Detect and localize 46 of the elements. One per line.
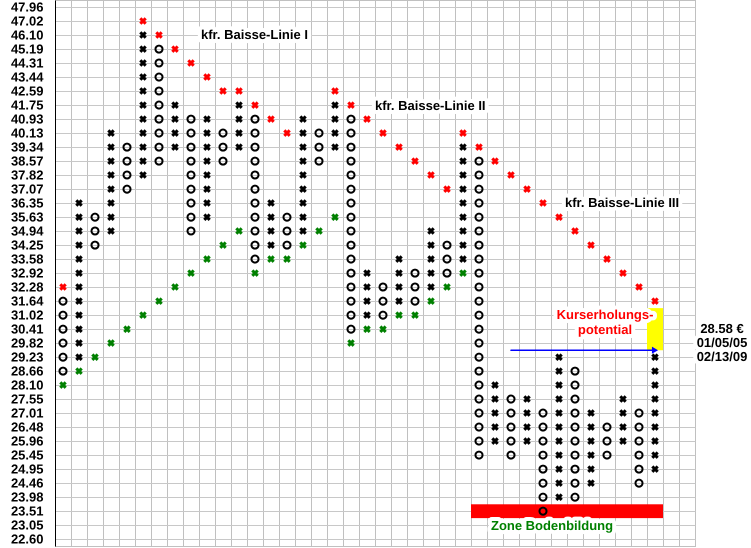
y-tick-label: 29.23 <box>10 350 44 365</box>
text: 02/13/09 <box>696 349 748 364</box>
y-tick-label: 40.13 <box>10 126 44 141</box>
y-tick-label: 39.34 <box>10 140 44 155</box>
y-tick-label: 30.41 <box>10 322 44 337</box>
y-tick-label: 25.45 <box>10 448 44 463</box>
y-tick-label: 46.10 <box>10 28 44 43</box>
y-tick-label: 32.92 <box>10 266 44 281</box>
y-tick-label: 29.82 <box>10 336 44 351</box>
annotation: kfr. Baisse-Linie III <box>565 195 680 210</box>
annotation: kfr. Baisse-Linie II <box>375 98 486 113</box>
y-tick-label: 32.28 <box>10 280 44 294</box>
y-tick-label: 44.31 <box>10 56 44 71</box>
y-tick-label: 34.94 <box>10 224 44 239</box>
y-tick-label: 23.51 <box>10 504 44 519</box>
y-tick-label: 28.10 <box>10 378 44 393</box>
y-tick-label: 23.05 <box>10 518 44 533</box>
y-tick-label: 31.02 <box>10 308 44 323</box>
y-tick-label: 26.48 <box>10 420 44 435</box>
y-tick-label: 27.55 <box>10 392 44 407</box>
y-tick-label: 42.59 <box>10 84 44 99</box>
y-tick-label: 45.19 <box>10 42 44 57</box>
y-tick-label: 22.60 <box>10 532 44 547</box>
y-tick-label: 43.44 <box>10 70 44 85</box>
y-tick-label: 35.63 <box>10 210 44 225</box>
y-tick-label: 36.35 <box>10 196 44 211</box>
y-tick-label: 41.75 <box>10 98 44 113</box>
y-tick-label: 24.46 <box>10 476 44 491</box>
y-tick-label: 47.02 <box>10 14 44 29</box>
y-tick-label: 37.07 <box>10 182 44 197</box>
y-tick-label: 33.58 <box>10 252 44 267</box>
y-tick-label: 34.25 <box>10 238 44 253</box>
annotation: kfr. Baisse-Linie I <box>201 27 308 42</box>
y-tick-label: 27.01 <box>10 406 44 421</box>
y-tick-label: 37.82 <box>10 168 44 182</box>
y-tick-label: 25.96 <box>10 434 44 449</box>
y-tick-label: 40.93 <box>10 112 44 127</box>
text: 01/05/05 <box>696 335 748 350</box>
y-tick-label: 28.66 <box>10 364 44 379</box>
y-tick-label: 38.57 <box>10 154 44 169</box>
y-tick-label: 47.96 <box>10 0 44 15</box>
annotation: Zone Bodenbildung <box>491 518 614 533</box>
y-tick-label: 31.64 <box>10 294 44 309</box>
y-tick-label: 24.95 <box>10 462 44 477</box>
text: 28.58 € <box>700 321 744 336</box>
y-tick-label: 23.98 <box>10 490 44 505</box>
